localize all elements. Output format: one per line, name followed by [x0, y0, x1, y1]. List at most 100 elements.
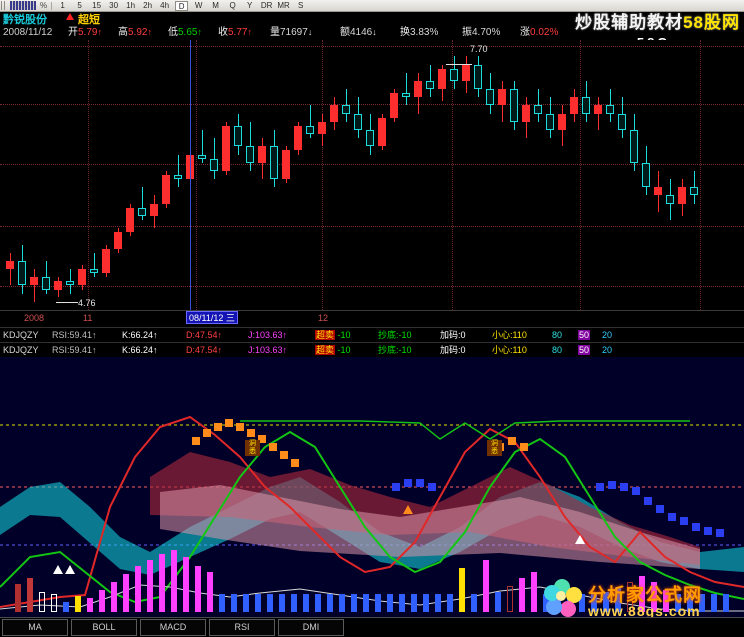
indicator-field-8: 小心:110 — [492, 330, 527, 340]
quote-额: 额4146↓ — [340, 27, 377, 38]
period-button-2h[interactable]: 2h — [143, 0, 153, 10]
indicator-bar — [639, 576, 645, 612]
indicator-annotation: 洞悉 — [487, 440, 502, 456]
indicator-bar — [87, 598, 93, 612]
indicator-bar — [675, 594, 681, 612]
period-button-dr[interactable]: DR — [260, 0, 273, 10]
candle — [354, 40, 362, 310]
signal-square — [704, 527, 712, 535]
indicator-bar — [51, 594, 57, 612]
signal-square — [692, 523, 700, 531]
indicator-field-8: 小心:110 — [492, 345, 527, 355]
indicator-bar — [147, 560, 153, 612]
indicator-bar — [219, 594, 225, 612]
candle — [666, 40, 674, 310]
indicator-bar — [291, 594, 297, 612]
tab-ma[interactable]: MA — [2, 619, 68, 636]
price-grid-vline — [580, 40, 581, 310]
signal-square — [258, 435, 266, 443]
indicator-pane[interactable]: 洞悉 洞悉 — [0, 357, 744, 617]
candle — [510, 40, 518, 310]
indicator-field-10: 50 — [578, 345, 591, 355]
watermark-top-line1: 炒股辅助教材58股网 — [575, 13, 740, 32]
signal-square — [508, 437, 516, 445]
period-button-30[interactable]: 30 — [109, 0, 119, 10]
period-button-mr[interactable]: MR — [277, 0, 290, 10]
period-button-d[interactable]: D — [175, 0, 189, 11]
signal-triangle — [403, 505, 413, 514]
indicator-field-3: D:47.54↑ — [186, 345, 223, 355]
toolbar-grip[interactable] — [1, 1, 7, 10]
indicator-bar — [387, 594, 393, 612]
indicator-tab-bar: MA BOLL MACD RSI DMI — [0, 617, 744, 637]
period-button-4h[interactable]: 4h — [160, 0, 170, 10]
candle — [426, 40, 434, 310]
indicator-header-row-1: KDJQZY RSI:59.41↑ K:66.24↑ D:47.54↑ J:103.63… — [0, 327, 744, 342]
candle — [198, 40, 206, 310]
stock-name: 黔锐股份 — [3, 14, 47, 26]
watermark-bottom-url: www.88gs.com — [588, 603, 701, 619]
candle — [54, 40, 62, 310]
indicator-bar — [723, 594, 729, 612]
period-button-1h[interactable]: 1h — [126, 0, 136, 10]
signal-square — [225, 419, 233, 427]
candle — [306, 40, 314, 310]
period-button-5[interactable]: 5 — [77, 0, 82, 10]
candle — [546, 40, 554, 310]
period-button-q[interactable]: Q — [229, 0, 236, 10]
high-price-label: 7.70 — [470, 44, 488, 54]
candle — [222, 40, 230, 310]
period-button-1[interactable]: 1 — [60, 0, 65, 10]
indicator-bar — [495, 592, 501, 612]
candle — [174, 40, 182, 310]
candle — [210, 40, 218, 310]
candle — [162, 40, 170, 310]
price-grid-vline — [322, 40, 323, 310]
up-arrow-icon — [66, 13, 74, 20]
indicator-bar — [411, 594, 417, 612]
indicator-field-7: 加码:0 — [440, 330, 466, 340]
tab-macd[interactable]: MACD — [140, 619, 206, 636]
candle — [474, 40, 482, 310]
indicator-field-2: K:66.24↑ — [122, 330, 158, 340]
quote-开: 开5.79↑ — [68, 27, 102, 38]
period-button-s[interactable]: S — [297, 0, 304, 10]
indicator-bar — [459, 568, 465, 612]
signal-square — [247, 429, 255, 437]
signal-square — [596, 483, 604, 491]
candle — [678, 40, 686, 310]
indicator-bar — [315, 594, 321, 612]
chart-type-icon[interactable] — [10, 1, 36, 10]
tab-boll[interactable]: BOLL — [71, 619, 137, 636]
period-button-y[interactable]: Y — [246, 0, 253, 10]
indicator-bar — [447, 594, 453, 612]
quote-收: 收5.77↑ — [218, 27, 252, 38]
indicator-bar — [687, 594, 693, 612]
quote-高: 高5.92↑ — [118, 27, 152, 38]
period-button-w[interactable]: W — [194, 0, 203, 10]
indicator-bar — [123, 574, 129, 612]
tab-dmi[interactable]: DMI — [278, 619, 344, 636]
candle — [438, 40, 446, 310]
indicator-bar — [603, 592, 609, 612]
period-button-m[interactable]: M — [212, 0, 219, 10]
indicator-bar — [99, 590, 105, 612]
candle — [606, 40, 614, 310]
candle — [342, 40, 350, 310]
candle — [366, 40, 374, 310]
candle — [138, 40, 146, 310]
signal-square — [608, 481, 616, 489]
signal-triangle — [53, 565, 63, 574]
watermark-bottom: 分析家公式网 www.88gs.com — [542, 577, 742, 621]
signal-square — [632, 487, 640, 495]
tab-rsi[interactable]: RSI — [209, 619, 275, 636]
crosshair-vertical — [190, 40, 191, 310]
indicator-bar — [579, 594, 585, 612]
indicator-bar — [243, 594, 249, 612]
indicator-bar — [27, 578, 33, 612]
candle — [18, 40, 26, 310]
price-chart-pane[interactable]: 7.70 4.76 — [0, 40, 744, 310]
quote-换: 换3.83% — [400, 27, 439, 38]
indicator-field-4: J:103.63↑ — [248, 330, 288, 340]
period-button-15[interactable]: 15 — [92, 0, 102, 10]
